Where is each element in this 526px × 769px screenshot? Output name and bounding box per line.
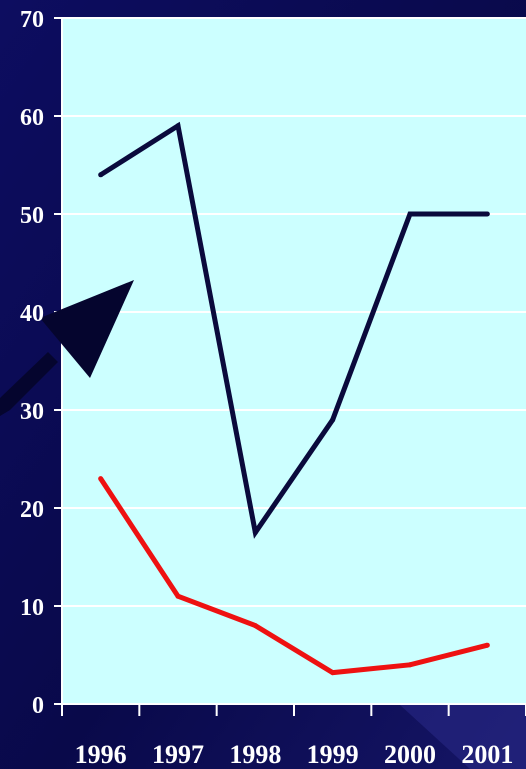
data-point [407, 211, 413, 217]
data-point [330, 670, 336, 676]
axes [54, 17, 526, 716]
x-tick-label: 1998 [229, 740, 281, 769]
background-stripe [400, 705, 526, 769]
data-point [484, 211, 490, 217]
y-tick-label: 40 [20, 301, 44, 327]
y-tick-label: 30 [20, 399, 44, 425]
data-point [484, 642, 490, 648]
series-line-1 [99, 121, 488, 539]
gridlines [62, 17, 526, 607]
series-line-2 [98, 477, 488, 676]
tick-labels: 0 10 20 30 40 50 60 70 1996 1997 1998 1999 2000 2001 [20, 7, 513, 769]
y-tick-label: 60 [20, 105, 44, 131]
data-point [407, 662, 413, 668]
y-tick-label: 20 [20, 497, 44, 523]
arrow-head [40, 280, 134, 378]
series [98, 121, 490, 676]
y-tick-label: 0 [32, 693, 44, 719]
data-point [98, 172, 104, 178]
x-tick-label: 2000 [384, 740, 436, 769]
plot-area [62, 18, 526, 704]
y-tick-label: 70 [20, 7, 44, 33]
data-point [175, 593, 181, 599]
decorative-arrow [0, 280, 134, 416]
x-tick-label: 1997 [152, 740, 204, 769]
data-point [252, 530, 258, 535]
x-tick-label: 2001 [461, 740, 513, 769]
x-tick-label: 1999 [307, 740, 359, 769]
data-point [252, 623, 258, 629]
data-point [98, 476, 104, 482]
data-point [175, 123, 181, 129]
y-tick-label: 10 [20, 595, 44, 621]
x-tick-label: 1996 [75, 740, 127, 769]
y-tick-label: 50 [20, 203, 44, 229]
arrow-shaft [0, 352, 58, 416]
data-point [330, 417, 336, 423]
